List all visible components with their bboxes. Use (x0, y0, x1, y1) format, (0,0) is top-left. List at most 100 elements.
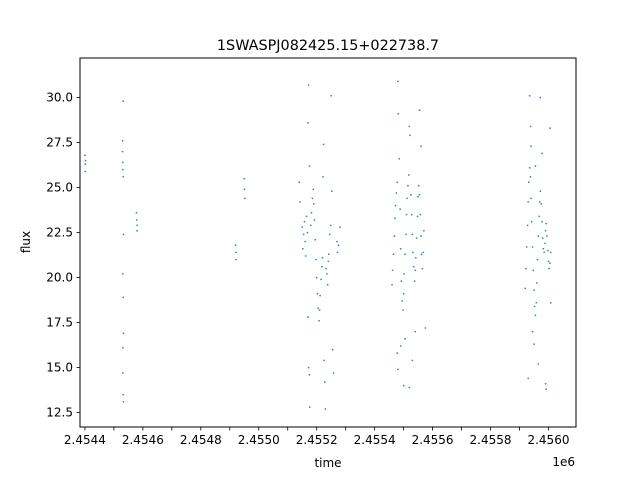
data-point (541, 152, 543, 155)
data-point (530, 197, 532, 200)
data-point (421, 267, 424, 270)
data-point (121, 150, 124, 153)
data-point (121, 139, 124, 142)
data-point (404, 337, 406, 340)
data-point (414, 256, 417, 259)
data-point (529, 125, 532, 128)
data-point (419, 213, 422, 216)
data-point (402, 292, 405, 295)
data-point (405, 213, 408, 216)
data-point (330, 190, 333, 193)
data-point (549, 127, 551, 130)
y-axis: 12.5 15.0 17.5 20.0 22.5 25.0 27.5 30.0 (46, 91, 80, 420)
data-point (122, 100, 125, 103)
y-axis-label: flux (19, 231, 33, 253)
data-point (417, 184, 420, 187)
data-point (411, 359, 414, 362)
data-point (406, 197, 408, 200)
data-point (524, 287, 527, 290)
data-point (329, 224, 332, 227)
data-point (121, 161, 124, 164)
data-point (323, 381, 326, 383)
data-point (135, 219, 138, 221)
data-point (403, 273, 406, 275)
data-point (307, 366, 310, 369)
data-point (391, 269, 394, 272)
data-point (303, 220, 306, 223)
data-point (234, 251, 237, 254)
data-point (122, 296, 125, 299)
data-point (535, 282, 538, 284)
data-point (319, 294, 322, 297)
data-point (325, 267, 327, 270)
data-point (540, 202, 543, 205)
data-point (394, 217, 396, 220)
data-point (304, 255, 307, 257)
data-point (546, 235, 548, 238)
data-point (122, 175, 125, 178)
y-tick-label: 22.5 (46, 226, 73, 240)
data-point (527, 201, 530, 203)
data-point (528, 94, 531, 97)
data-point (539, 190, 542, 193)
data-point (531, 330, 534, 333)
data-point (310, 224, 312, 227)
data-point (409, 193, 412, 196)
data-point (136, 229, 138, 232)
data-point (526, 224, 529, 227)
data-point (302, 233, 305, 236)
data-point (301, 226, 304, 229)
data-point (525, 246, 528, 248)
data-point (549, 301, 552, 304)
data-point (545, 222, 548, 225)
data-point (399, 345, 402, 347)
data-point (308, 373, 311, 376)
scatter-points (84, 80, 552, 410)
data-point (396, 80, 399, 83)
data-point (121, 168, 124, 171)
x-tick-label: 2.4554 (354, 433, 396, 447)
data-point (312, 202, 315, 205)
data-point (544, 382, 547, 385)
data-point (336, 251, 339, 254)
plot-frame (79, 57, 577, 428)
data-point (307, 84, 310, 86)
data-point (243, 177, 246, 180)
y-tick-label: 30.0 (46, 91, 73, 105)
data-point (538, 215, 541, 218)
data-point (414, 330, 417, 333)
data-point (323, 359, 326, 362)
data-point (539, 96, 542, 99)
data-point (410, 213, 413, 216)
chart-title: 1SWASPJ082425.15+022738.7 (217, 38, 439, 54)
data-point (322, 143, 325, 146)
x-tick-label: 2.4560 (527, 433, 569, 447)
data-point (122, 393, 125, 396)
data-point (328, 233, 331, 236)
data-point (317, 307, 320, 310)
data-point (411, 251, 414, 254)
data-point (299, 201, 301, 203)
data-point (324, 408, 327, 410)
data-point (311, 197, 314, 200)
data-point (310, 211, 313, 214)
data-point (318, 319, 320, 322)
data-point (307, 121, 309, 124)
data-point (401, 300, 404, 302)
data-point (398, 157, 401, 160)
data-point (332, 372, 335, 374)
data-point (409, 134, 411, 137)
data-point (543, 251, 546, 254)
data-point (541, 237, 544, 239)
data-point (316, 292, 319, 295)
data-point (243, 197, 246, 200)
data-point (330, 94, 333, 97)
data-point (527, 377, 530, 380)
data-point (534, 165, 537, 167)
x-tick-label: 2.4556 (412, 433, 454, 447)
data-point (327, 260, 330, 263)
data-point (414, 269, 417, 272)
data-point (399, 208, 402, 211)
data-point (549, 251, 552, 254)
